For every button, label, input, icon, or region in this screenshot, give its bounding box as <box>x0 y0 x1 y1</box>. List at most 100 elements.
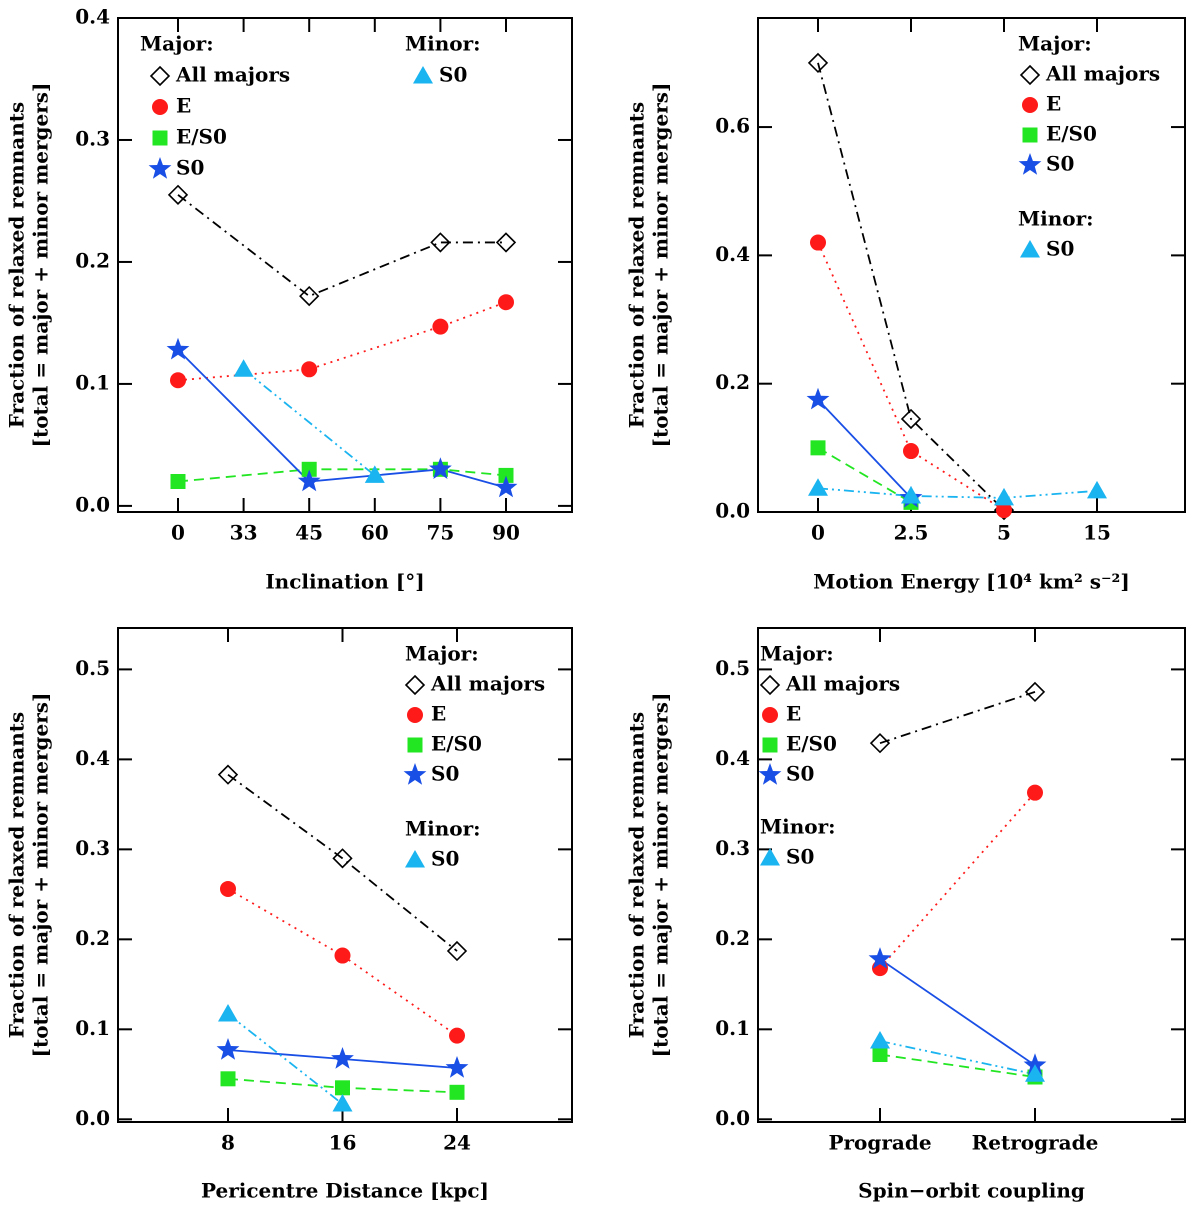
legend-marker <box>1022 97 1038 113</box>
legend-marker <box>152 99 168 115</box>
legend-label: S0 <box>786 845 814 869</box>
series-line <box>227 773 458 952</box>
legend-header: Major: <box>405 642 479 666</box>
marker <box>494 475 518 498</box>
plot-frame <box>117 627 573 1123</box>
marker <box>869 733 891 754</box>
marker <box>449 1027 465 1044</box>
legend-header: Major: <box>760 642 834 666</box>
x-axis-label: Spin−orbit coupling <box>858 1179 1085 1203</box>
x-axis-label: Motion Energy [10⁴ km² s⁻²] <box>813 570 1130 594</box>
x-tick-label: 33 <box>230 521 258 545</box>
marker <box>334 947 351 964</box>
y-tick-label: 0.0 <box>715 499 750 523</box>
x-tick-label: 8 <box>221 1131 235 1155</box>
y-tick-label: 0.5 <box>715 656 750 680</box>
y-tick-label: 0.4 <box>715 746 750 770</box>
legend-label: E/S0 <box>786 732 837 756</box>
y-tick-label: 0.2 <box>715 926 750 950</box>
legend-marker <box>762 707 778 723</box>
x-tick-label: 24 <box>443 1131 471 1155</box>
marker <box>299 285 320 307</box>
marker <box>807 52 829 74</box>
legend-marker <box>405 850 425 868</box>
legend-label: S0 <box>431 762 459 786</box>
marker <box>432 318 449 335</box>
series-line <box>817 62 1005 511</box>
marker <box>870 1031 890 1049</box>
marker <box>1024 681 1046 703</box>
legend-header: Minor: <box>760 815 836 839</box>
x-tick-label: 60 <box>361 521 389 545</box>
series-line <box>879 1053 1036 1078</box>
series-line <box>879 792 1036 969</box>
legend-marker <box>758 763 782 785</box>
x-tick-label: 75 <box>426 521 454 545</box>
y-tick-label: 0.0 <box>75 1106 110 1130</box>
y-tick-label: 0.2 <box>75 926 110 950</box>
marker <box>806 387 830 410</box>
y-axis-label: [total = major + minor mergers] <box>649 83 673 448</box>
marker <box>429 457 452 479</box>
marker <box>868 947 892 969</box>
series-line <box>817 399 912 499</box>
marker <box>994 487 1014 506</box>
marker <box>498 467 514 483</box>
series-line <box>177 301 507 382</box>
y-tick-label: 0.1 <box>75 370 110 394</box>
marker <box>332 848 353 869</box>
legend-marker <box>1020 240 1040 258</box>
plot-frame <box>117 17 573 513</box>
marker <box>498 294 514 311</box>
marker <box>996 502 1012 519</box>
marker <box>166 337 190 360</box>
legend-label: E <box>176 94 191 118</box>
y-tick-label: 0.3 <box>75 126 110 150</box>
y-tick-label: 0.0 <box>715 1106 750 1130</box>
legend-label: All majors <box>430 672 545 696</box>
x-tick-label: 2.5 <box>894 521 929 545</box>
marker <box>167 184 189 205</box>
y-tick-label: 0.6 <box>715 114 750 138</box>
x-axis-label: Pericentre Distance [kpc] <box>201 1179 489 1203</box>
x-tick-label: 0 <box>171 521 185 545</box>
marker <box>808 478 828 496</box>
marker <box>218 1004 238 1022</box>
series-line <box>177 468 507 483</box>
y-tick-label: 0.4 <box>75 5 110 29</box>
marker <box>364 465 385 483</box>
marker <box>297 469 321 492</box>
x-tick-label: 16 <box>329 1131 357 1155</box>
y-tick-label: 0.5 <box>75 656 110 680</box>
legend-header: Minor: <box>1018 207 1094 231</box>
x-tick-label: 90 <box>492 521 520 545</box>
legend-label: E <box>431 702 446 726</box>
marker <box>335 1080 350 1096</box>
marker <box>810 234 826 251</box>
series-line <box>227 1013 344 1105</box>
marker <box>1087 480 1107 499</box>
legend-header: Minor: <box>405 817 481 841</box>
legend-marker <box>413 66 433 84</box>
legend-marker <box>1019 64 1041 86</box>
marker <box>301 361 318 378</box>
legend-label: E/S0 <box>176 125 227 149</box>
legend-marker <box>152 130 168 146</box>
plot-frame <box>757 627 1186 1123</box>
legend-label: All majors <box>1045 62 1160 86</box>
series-line <box>879 1040 1036 1076</box>
marker <box>1023 1053 1047 1075</box>
x-tick-label: Prograde <box>828 1131 931 1155</box>
x-tick-label: 0 <box>811 521 825 545</box>
series-line <box>817 487 1098 499</box>
y-axis-label: [total = major + minor mergers] <box>649 693 673 1058</box>
legend-label: E/S0 <box>1046 122 1097 146</box>
legend-label: E <box>1046 92 1061 116</box>
series-line <box>177 194 506 298</box>
legend-marker <box>148 157 172 179</box>
legend-header: Major: <box>1018 32 1092 56</box>
marker <box>220 1071 236 1087</box>
series-line <box>227 888 458 1037</box>
y-axis-label: Fraction of relaxed remnants <box>625 712 649 1038</box>
